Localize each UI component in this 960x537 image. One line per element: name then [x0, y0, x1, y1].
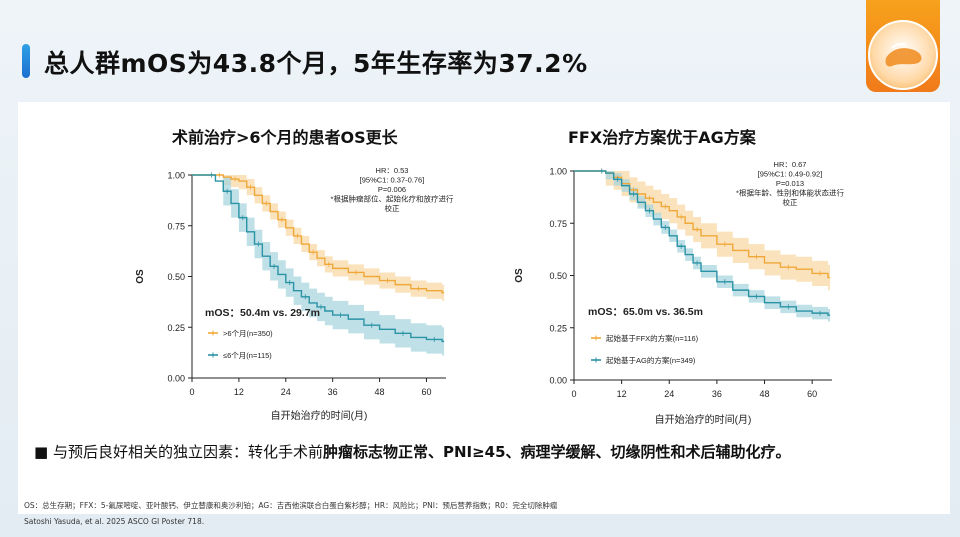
hr-annotation-line: 校正 [385, 203, 400, 213]
y-tick-label: 0.25 [549, 323, 567, 333]
hr-annotation-line: 校正 [783, 197, 798, 207]
y-tick-label: 0.50 [549, 271, 567, 281]
km-curve-orange [574, 170, 831, 279]
hr-annotation-line: *根据肿瘤部位、起始化疗和放疗进行 [331, 194, 454, 204]
y-tick-label: 0.50 [167, 272, 185, 282]
hr-annotation-line: P=0.006 [378, 185, 406, 194]
y-tick-label: 0.25 [167, 323, 185, 333]
x-axis-label: 自开始治疗的时间(月) [271, 409, 368, 422]
x-axis-label: 自开始治疗的时间(月) [655, 413, 752, 426]
chart-2-title: FFX治疗方案优于AG方案 [568, 128, 756, 147]
median-os-label: mOS：50.4m vs. 29.7m [205, 307, 320, 319]
x-tick-label: 12 [617, 389, 627, 399]
x-tick-label: 0 [571, 389, 576, 399]
x-tick-label: 0 [189, 387, 194, 397]
hr-annotation-line: HR：0.53 [376, 166, 409, 175]
bullet-marker: ■ [34, 443, 49, 461]
x-tick-label: 36 [328, 387, 338, 397]
ci-band-teal [574, 171, 831, 322]
x-tick-label: 24 [664, 389, 674, 399]
x-tick-label: 48 [375, 387, 385, 397]
x-tick-label: 36 [712, 389, 722, 399]
hr-annotation-line: [95%C1: 0.49-0.92] [758, 170, 823, 179]
chart-1-title: 术前治疗>6个月的患者OS更长 [172, 128, 398, 147]
chart-2: 0.00 0.25 0.50 0.75 1.00 0 12 24 36 48 60 自开始治疗的时间(… [514, 160, 844, 426]
y-tick-label: 0.00 [549, 376, 567, 386]
legend-label: 起始基于AG的方案(n=349) [606, 355, 696, 365]
chart-1: 0.00 0.25 0.50 0.75 1.00 0 12 24 36 48 60 自开始治疗的时间(… [135, 166, 454, 422]
key-finding-bold: 肿瘤标志物正常、PNI≥45、病理学缓解、切缘阴性和术后辅助化疗。 [322, 443, 791, 461]
x-tick-label: 12 [234, 387, 244, 397]
y-tick-label: 0.75 [549, 219, 567, 229]
legend-label: 起始基于FFX的方案(n=116) [606, 333, 699, 343]
km-curve-teal [192, 174, 445, 343]
key-finding-prefix: 与预后良好相关的独立因素：转化手术前 [52, 443, 323, 461]
hr-annotation-line: *根据年龄、性别和体能状态进行 [736, 188, 844, 198]
y-tick-label: 0.00 [167, 374, 185, 384]
abbreviation-footnote: OS：总生存期；FFX：5-氟尿嘧啶、亚叶酸钙、伊立替康和奥沙利铂；AG：吉西他… [24, 501, 558, 510]
km-curve-orange [192, 174, 445, 294]
y-tick-label: 0.75 [167, 221, 185, 231]
title-accent-bar [22, 44, 30, 78]
km-curve-teal [574, 170, 831, 316]
x-tick-label: 48 [760, 389, 770, 399]
hr-annotation-line: HR：0.67 [774, 160, 807, 169]
legend-label: ≤6个月(n=115) [223, 351, 272, 360]
hr-annotation-line: [95%C1: 0.37-0.76] [360, 176, 425, 185]
y-tick-label: 1.00 [549, 167, 567, 177]
y-axis-label: OS [514, 268, 525, 283]
slide-title: 总人群mOS为43.8个月，5年生存率为37.2% [44, 49, 588, 78]
x-tick-label: 60 [421, 387, 431, 397]
y-axis-label: OS [135, 269, 146, 284]
x-tick-label: 60 [807, 389, 817, 399]
hr-annotation-line: P=0.013 [776, 179, 804, 188]
y-tick-label: 1.00 [167, 171, 185, 181]
pancreas-logo-icon [868, 20, 938, 90]
median-os-label: mOS：65.0m vs. 36.5m [588, 306, 703, 318]
x-tick-label: 24 [281, 387, 291, 397]
key-finding: ■ 与预后良好相关的独立因素：转化手术前肿瘤标志物正常、PNI≥45、病理学缓解… [34, 441, 791, 462]
legend-label: >6个月(n=350) [223, 329, 273, 338]
citation: Satoshi Yasuda, et al. 2025 ASCO GI Post… [24, 517, 205, 526]
